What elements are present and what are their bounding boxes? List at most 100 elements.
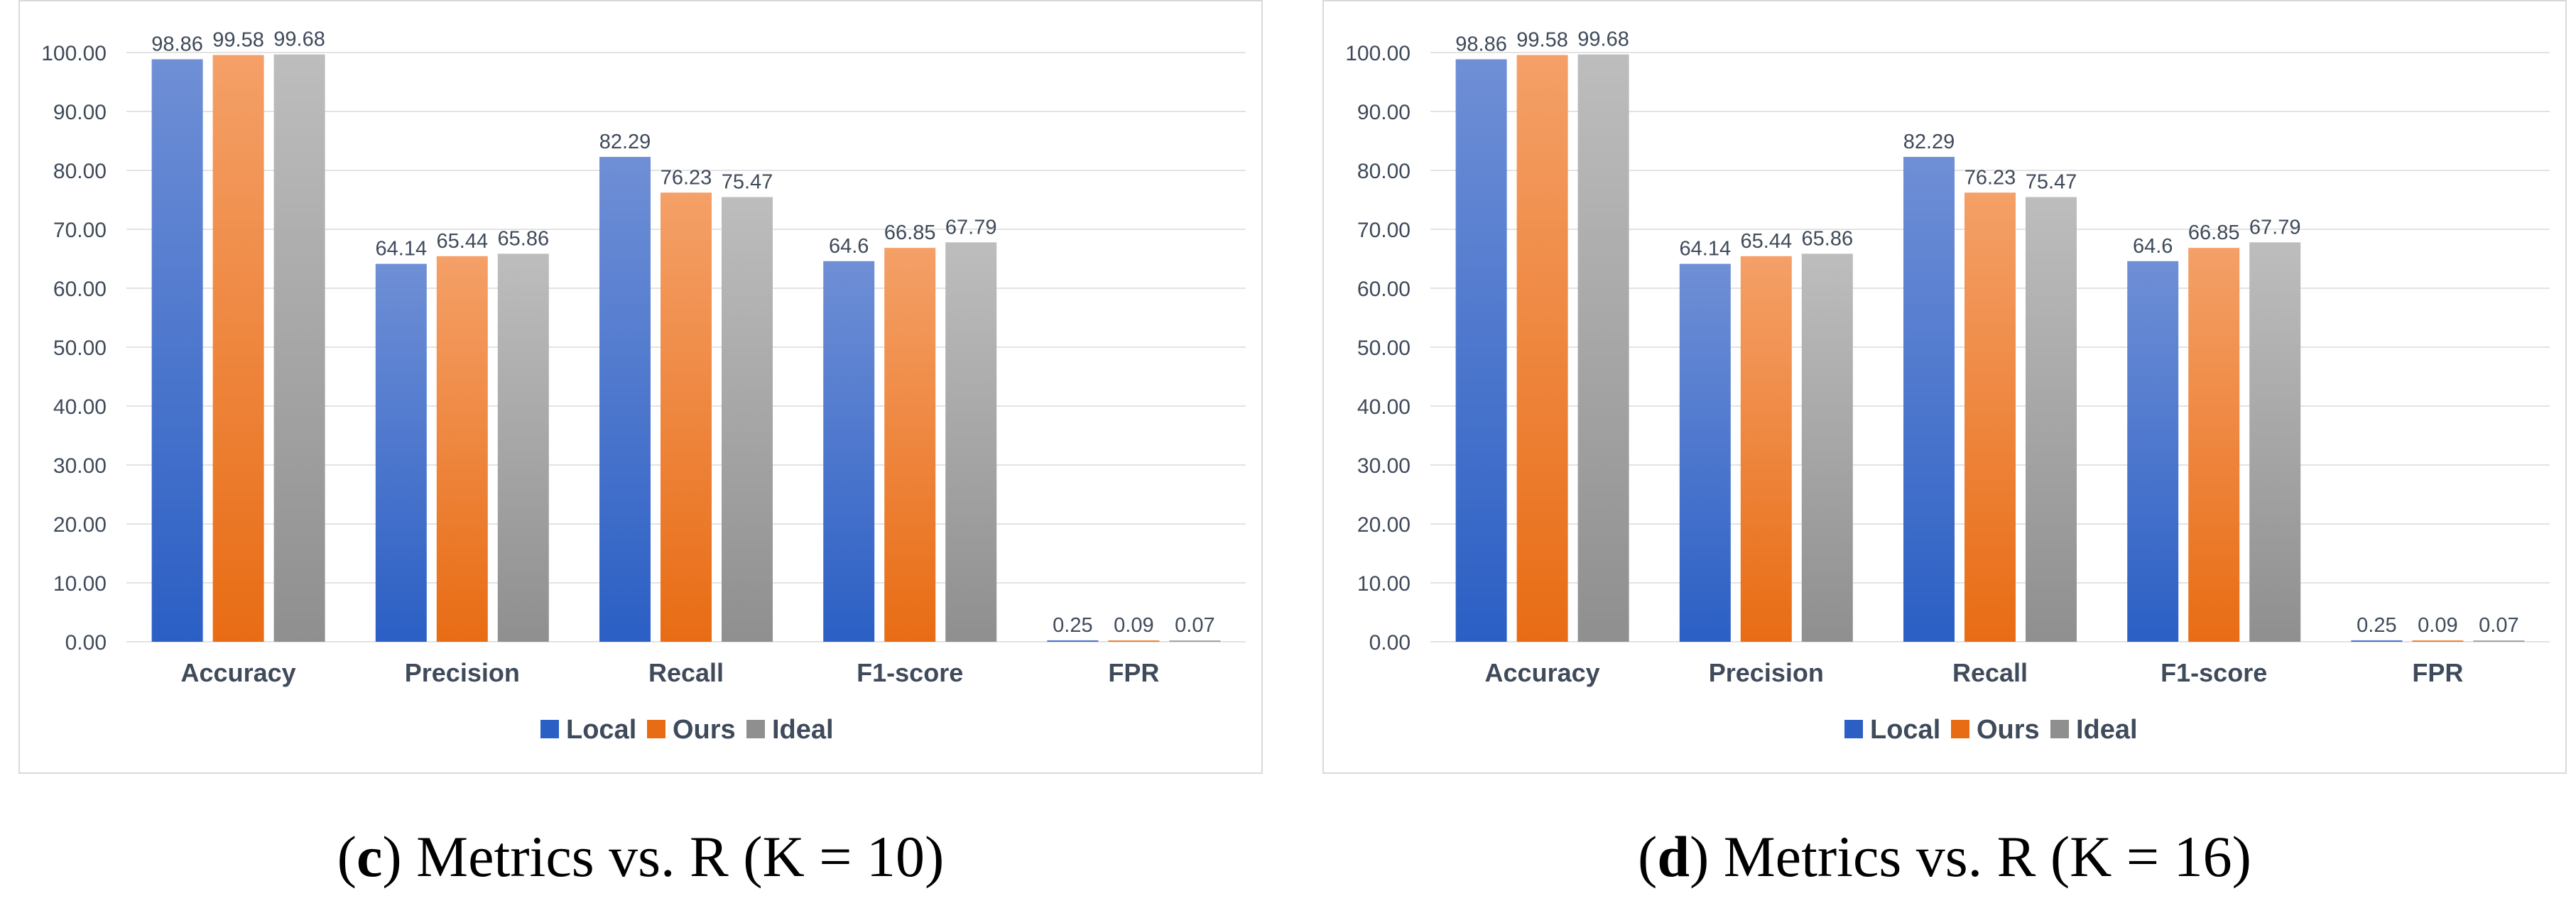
y-tick-label: 50.00 (53, 337, 107, 360)
chart-frame-c: 0.00 10.00 20.00 30.00 40.00 50.00 60.00 70.00 8… (18, 0, 1263, 774)
bar-ideal-accuracy (1578, 55, 1629, 642)
bar-ideal-recall (722, 197, 773, 642)
data-label: 98.86 (151, 33, 203, 55)
bar-ideal-recall (2026, 197, 2077, 642)
data-label: 0.07 (2479, 614, 2518, 637)
y-tick-label: 80.00 (53, 160, 107, 183)
y-tick-label: 100.00 (1345, 42, 1411, 65)
y-tick-label: 20.00 (53, 513, 107, 537)
bar-ours-fpr (2412, 640, 2463, 642)
data-label: 66.85 (2188, 221, 2240, 244)
x-tick-label: F1-score (857, 658, 963, 687)
y-tick-label: 0.00 (65, 631, 107, 655)
legend-label-ideal: Ideal (772, 715, 834, 745)
data-label: 98.86 (1455, 33, 1507, 55)
y-tick-label: 20.00 (1357, 513, 1411, 537)
x-tick-label: Recall (1952, 658, 2028, 687)
data-label: 65.44 (1741, 230, 1793, 253)
bar-local-recall (1903, 157, 1955, 642)
caption-c-open: ( (337, 824, 357, 889)
x-tick-label: FPR (2412, 658, 2463, 687)
legend-swatch-ours (1951, 720, 1969, 738)
data-label: 82.29 (1903, 131, 1955, 153)
caption-c-letter: c (357, 824, 382, 889)
data-label: 66.85 (884, 221, 936, 244)
data-label: 65.44 (437, 230, 489, 253)
bar-local-fpr (1047, 640, 1098, 642)
bar-ours-f1-score (884, 248, 935, 642)
data-label: 99.58 (1516, 28, 1568, 51)
legend-label-ours: Ours (673, 715, 736, 745)
bar-ideal-f1-score (2249, 242, 2300, 642)
bar-local-precision (1680, 264, 1731, 642)
data-label: 82.29 (599, 131, 651, 153)
data-label: 99.58 (212, 28, 264, 51)
x-tick-label: Recall (648, 658, 724, 687)
y-tick-label: 10.00 (1357, 572, 1411, 596)
bar-ours-precision (437, 256, 488, 642)
y-tick-label: 60.00 (1357, 278, 1411, 301)
y-tick-label: 30.00 (1357, 454, 1411, 478)
y-tick-label: 30.00 (53, 454, 107, 478)
x-tick-label: Accuracy (181, 658, 296, 687)
legend-swatch-local (540, 720, 559, 738)
y-tick-label: 40.00 (53, 395, 107, 419)
x-tick-label: FPR (1108, 658, 1159, 687)
bar-local-fpr (2351, 640, 2402, 642)
bar-ours-recall (661, 192, 712, 642)
bar-chart-d: 0.00 10.00 20.00 30.00 40.00 50.00 60.00 70.00 8… (1324, 1, 2568, 775)
bar-ideal-fpr (2473, 640, 2524, 642)
x-tick-label: Precision (405, 658, 520, 687)
data-label: 65.86 (498, 227, 550, 250)
bar-ours-fpr (1108, 640, 1159, 642)
data-label: 0.09 (2418, 614, 2457, 637)
bar-ours-recall (1964, 192, 2016, 642)
bar-ideal-accuracy (274, 55, 325, 642)
caption-d-open: ( (1638, 824, 1657, 889)
bar-local-accuracy (1456, 59, 1507, 642)
bar-ours-f1-score (2188, 248, 2239, 642)
caption-d-text: ) Metrics vs. R (K = 16) (1690, 824, 2251, 889)
y-tick-label: 80.00 (1357, 160, 1411, 183)
data-label: 67.79 (945, 216, 997, 239)
bar-ideal-fpr (1169, 640, 1220, 642)
x-tick-label: Accuracy (1485, 658, 1600, 687)
legend-label-local: Local (566, 715, 636, 745)
legend-label-local: Local (1870, 715, 1940, 745)
bar-local-accuracy (152, 59, 203, 642)
bar-ideal-precision (498, 253, 549, 642)
bar-local-f1-score (2127, 261, 2178, 642)
data-label: 64.14 (376, 238, 428, 261)
y-tick-label: 90.00 (1357, 101, 1411, 124)
legend-label-ideal: Ideal (2076, 715, 2138, 745)
data-label: 67.79 (2249, 216, 2301, 239)
chart-frame-d: 0.00 10.00 20.00 30.00 40.00 50.00 60.00 70.00 8… (1322, 0, 2567, 774)
y-tick-label: 50.00 (1357, 337, 1411, 360)
bar-chart-c: 0.00 10.00 20.00 30.00 40.00 50.00 60.00 70.00 8… (20, 1, 1264, 775)
data-label: 0.09 (1114, 614, 1153, 637)
bar-ours-accuracy (213, 55, 264, 642)
y-tick-label: 70.00 (1357, 219, 1411, 242)
data-label: 76.23 (1964, 166, 2016, 189)
data-label: 99.68 (273, 28, 325, 51)
data-label: 75.47 (2026, 171, 2077, 194)
bar-ours-precision (1741, 256, 1792, 642)
legend-swatch-ours (647, 720, 665, 738)
bar-local-f1-score (823, 261, 874, 642)
bar-local-recall (599, 157, 651, 642)
y-tick-label: 60.00 (53, 278, 107, 301)
data-label: 99.68 (1577, 28, 1629, 51)
legend-swatch-ideal (2050, 720, 2069, 738)
legend-swatch-ideal (746, 720, 765, 738)
data-label: 0.25 (1053, 614, 1092, 637)
y-tick-label: 40.00 (1357, 395, 1411, 419)
x-tick-label: Precision (1709, 658, 1824, 687)
data-label: 0.07 (1175, 614, 1214, 637)
x-tick-label: F1-score (2161, 658, 2267, 687)
y-tick-label: 10.00 (53, 572, 107, 596)
data-label: 64.6 (2133, 235, 2173, 258)
caption-d: (d) Metrics vs. R (K = 16) (1320, 824, 2570, 890)
data-label: 76.23 (661, 166, 712, 189)
y-tick-label: 90.00 (53, 101, 107, 124)
y-tick-label: 70.00 (53, 219, 107, 242)
